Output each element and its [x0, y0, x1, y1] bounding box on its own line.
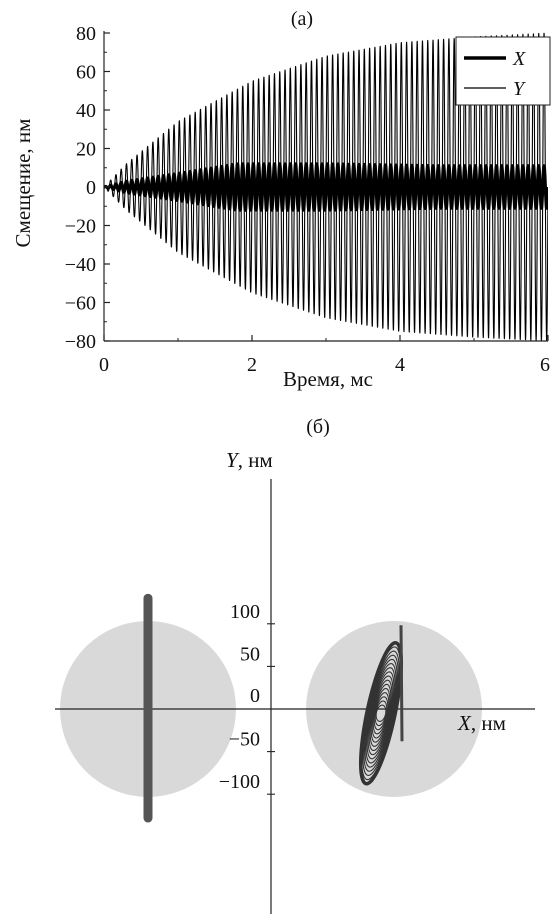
panel-a-x-ticks: 0 2 4 6 — [99, 335, 550, 376]
y-tick-label: 80 — [76, 23, 96, 45]
b-y-tick-label: −100 — [219, 771, 260, 793]
panel-b-y-axis-title-text: Y, нм — [226, 448, 273, 472]
panel-b-y-axis-title: Y, нм — [226, 448, 273, 472]
panel-a-y-axis-title: Смещение, нм — [11, 119, 35, 248]
panel-b-series — [143, 593, 404, 823]
y-tick-label: 60 — [76, 62, 96, 84]
y-tick-label: −80 — [65, 331, 96, 353]
panel-b-axes — [55, 479, 535, 914]
panel-a-x-axis-title: Время, мс — [283, 367, 373, 391]
panel-a-y-ticks: 80 60 40 20 0 −20 −40 −60 −80 — [65, 23, 110, 353]
legend-y-label: Y — [513, 78, 526, 100]
series-x-line — [104, 162, 548, 212]
panel-a-legend: X Y — [455, 36, 551, 106]
panel-b-y-ticks: 100 50 0 −50 −100 — [219, 601, 275, 795]
right-orbit-loop — [372, 692, 390, 735]
y-tick-label: 20 — [76, 139, 96, 161]
right-orbit-loop — [367, 671, 395, 756]
y-tick-label: −60 — [65, 293, 96, 315]
x-tick-label: 2 — [247, 354, 257, 376]
right-orbit-loop — [375, 704, 387, 722]
right-orbit-loop — [371, 687, 391, 739]
right-orbit-loop — [369, 679, 393, 747]
right-orbit-loop — [373, 696, 389, 731]
right-orbit-loop — [374, 700, 388, 727]
right-orbit-edge — [399, 625, 404, 742]
b-y-tick-label: 100 — [230, 601, 260, 623]
panel-a: (a) 80 60 40 20 0 −20 −40 −60 −80 0 2 4 6 Смещение,… — [11, 8, 551, 391]
b-y-tick-label: 0 — [250, 685, 260, 707]
x-tick-label: 6 — [540, 354, 550, 376]
right-orbit-loop — [363, 654, 399, 772]
y-tick-label: 40 — [76, 100, 96, 122]
b-y-tick-label: −50 — [229, 729, 260, 751]
panel-a-plot-area — [104, 32, 548, 342]
panel-b-x-axis-title-text: X, нм — [457, 711, 506, 735]
panel-a-label: (a) — [291, 8, 313, 30]
right-orbit-loop — [365, 663, 397, 764]
b-y-tick-label: 50 — [240, 643, 260, 665]
panel-b: (б) 100 50 0 −50 −100 Y, нм X, нм — [55, 416, 535, 914]
right-orbit-loop — [370, 683, 392, 743]
right-orbit-loop — [364, 658, 398, 768]
right-orbit-loop — [368, 675, 394, 752]
legend-box — [455, 36, 551, 106]
right-orbit-loop — [366, 667, 396, 760]
panel-b-label: (б) — [306, 416, 330, 438]
panel-b-x-axis-title: X, нм — [457, 711, 506, 735]
x-tick-label: 0 — [99, 354, 109, 376]
y-tick-label: −40 — [65, 254, 96, 276]
x-tick-label: 4 — [395, 354, 405, 376]
y-tick-label: 0 — [86, 177, 96, 199]
y-tick-label: −20 — [65, 216, 96, 238]
legend-x-label: X — [512, 48, 526, 70]
